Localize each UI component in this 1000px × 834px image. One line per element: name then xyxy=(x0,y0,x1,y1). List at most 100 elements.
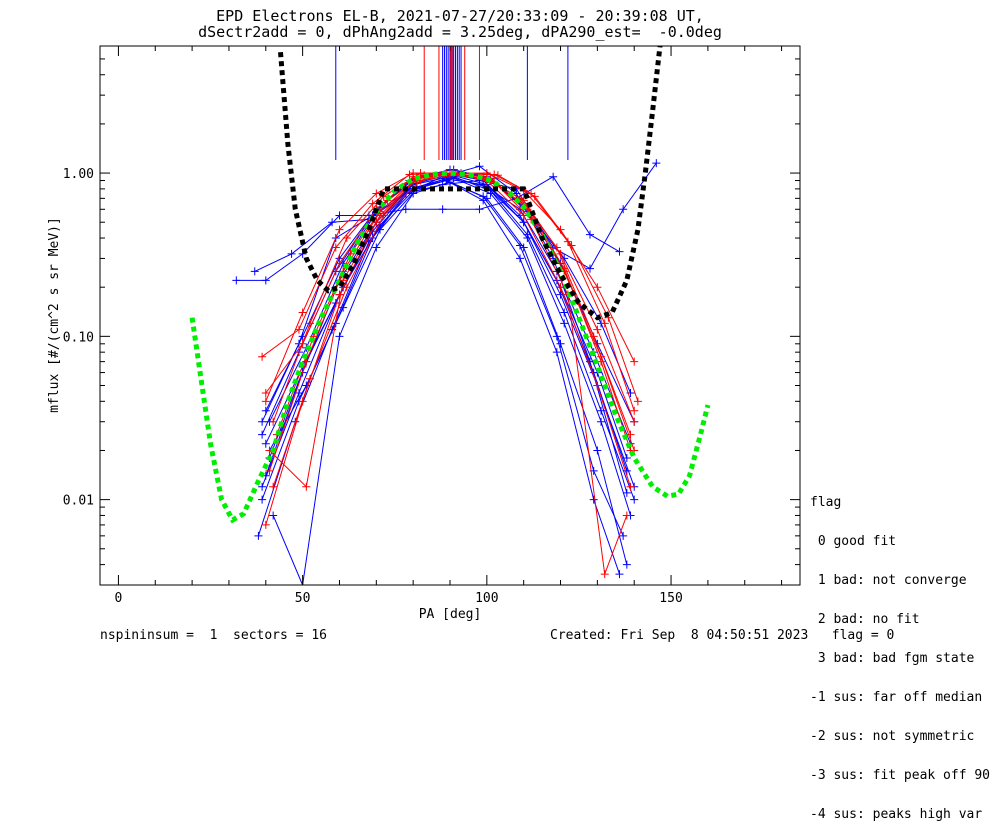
data-point-marker xyxy=(250,267,259,276)
data-point-marker xyxy=(615,247,624,256)
data-series-line xyxy=(236,176,620,281)
data-point-marker xyxy=(593,381,602,390)
data-point-marker xyxy=(438,205,447,214)
data-point-marker xyxy=(379,211,388,220)
data-point-marker xyxy=(475,162,484,171)
axes: 0 50 100 150 0.01 0.10 1.00 xyxy=(63,45,800,606)
data-point-marker xyxy=(615,570,624,579)
data-series-line xyxy=(272,181,628,585)
data-point-marker xyxy=(593,283,602,292)
data-point-marker xyxy=(622,488,631,497)
data-point-marker xyxy=(331,243,340,252)
legend-title: flag xyxy=(810,495,842,510)
data-point-marker xyxy=(372,189,381,198)
data-point-marker xyxy=(556,249,565,258)
data-point-marker xyxy=(416,176,425,185)
data-point-marker xyxy=(516,241,524,250)
data-point-marker xyxy=(401,205,410,214)
data-series-line xyxy=(261,179,624,537)
legend-item: 2 bad: no fit xyxy=(810,612,920,627)
data-point-marker xyxy=(630,495,639,504)
legend-item: -3 sus: fit peak off 90 xyxy=(810,768,991,783)
data-point-marker xyxy=(549,172,558,181)
data-point-marker xyxy=(269,511,278,520)
data-point-marker xyxy=(368,199,377,208)
data-point-marker xyxy=(630,406,639,415)
data-point-marker xyxy=(328,218,337,227)
data-point-marker xyxy=(552,243,561,252)
data-point-marker xyxy=(630,357,639,366)
data-point-marker xyxy=(335,332,344,341)
data-point-marker xyxy=(516,254,524,263)
y-axis-label: mflux [#/(cm^2 s sr MeV)] xyxy=(47,217,62,413)
data-point-marker xyxy=(560,319,569,328)
data-point-marker xyxy=(626,430,635,439)
data-point-marker xyxy=(593,325,602,334)
data-point-marker xyxy=(261,439,270,448)
data-point-marker xyxy=(530,192,539,201)
data-series-line xyxy=(265,169,635,422)
data-point-marker xyxy=(586,357,594,366)
data-point-marker xyxy=(269,482,278,491)
data-point-marker xyxy=(552,332,561,341)
data-point-marker xyxy=(519,218,528,227)
data-point-marker xyxy=(519,196,528,205)
legend-item: 3 bad: bad fgm state xyxy=(810,651,975,666)
legend-item: -4 sus: peaks high var xyxy=(810,807,983,822)
legend-item: -1 sus: far off median xyxy=(810,690,983,705)
chart-title-line2: dSectr2add = 0, dPhAng2add = 3.25deg, dP… xyxy=(198,23,722,41)
data-point-marker xyxy=(342,234,351,243)
pitch-angle-plot: 0 50 100 150 0.01 0.10 1.00 PA [deg] mflux [#/… xyxy=(47,45,801,622)
data-point-marker xyxy=(597,352,606,361)
data-point-marker xyxy=(597,417,606,426)
data-point-marker xyxy=(269,417,278,426)
data-point-marker xyxy=(258,417,267,426)
legend-item: -2 sus: not symmetric xyxy=(810,729,975,744)
data-point-marker xyxy=(335,290,344,299)
data-point-marker xyxy=(586,264,594,273)
data-point-marker xyxy=(586,230,594,239)
data-point-marker xyxy=(335,259,344,268)
data-point-marker xyxy=(589,495,598,504)
model-curve xyxy=(278,46,663,321)
data-point-marker xyxy=(482,169,491,178)
x-tick-label: 150 xyxy=(659,591,682,606)
data-point-marker xyxy=(265,466,274,475)
y-tick-label: 0.01 xyxy=(63,494,94,509)
data-point-marker xyxy=(258,430,267,439)
data-point-marker xyxy=(335,225,344,234)
data-series-line xyxy=(265,172,631,526)
data-point-marker xyxy=(556,283,565,292)
flag-legend: flag 0 good fit 1 bad: not converge 2 ba… xyxy=(810,470,990,834)
data-point-marker xyxy=(232,276,241,285)
data-point-marker xyxy=(306,374,314,383)
data-point-marker xyxy=(652,159,661,168)
data-point-marker xyxy=(556,225,565,234)
data-point-marker xyxy=(294,325,303,334)
data-point-marker xyxy=(630,417,639,426)
data-point-marker xyxy=(258,482,267,491)
data-point-marker xyxy=(475,205,484,214)
data-series-line xyxy=(257,165,628,536)
data-point-marker xyxy=(622,453,631,462)
footer-right: Created: Fri Sep 8 04:50:51 2023 flag = … xyxy=(550,628,895,643)
data-series-line xyxy=(254,162,657,272)
data-point-marker xyxy=(600,570,609,579)
data-point-marker xyxy=(633,397,642,406)
model-curve xyxy=(189,170,711,524)
legend-item: 1 bad: not converge xyxy=(810,573,967,588)
data-point-marker xyxy=(479,196,488,205)
data-point-marker xyxy=(622,466,631,475)
data-point-marker xyxy=(254,531,263,540)
plot-area xyxy=(189,46,711,585)
data-point-marker xyxy=(567,241,576,250)
data-point-marker xyxy=(622,511,631,520)
data-point-marker xyxy=(261,406,270,415)
data-point-marker xyxy=(619,531,628,540)
data-point-marker xyxy=(600,319,609,328)
data-point-marker xyxy=(294,388,303,397)
data-series-line xyxy=(265,172,635,402)
data-point-marker xyxy=(593,446,602,455)
data-point-marker xyxy=(261,397,270,406)
data-point-marker xyxy=(523,230,532,239)
